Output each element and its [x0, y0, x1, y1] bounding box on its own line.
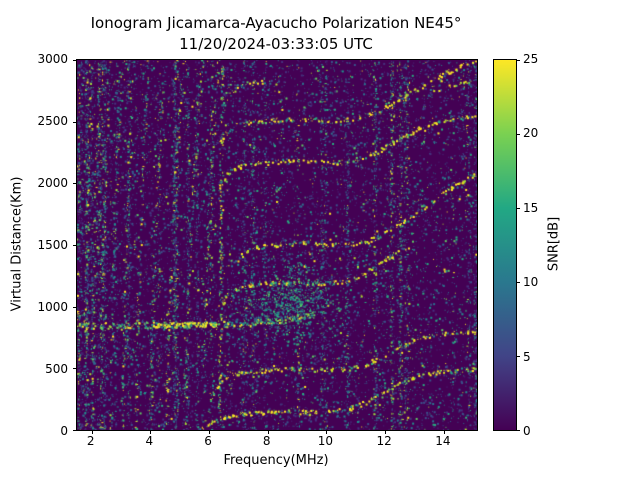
x-tick-label: 14 — [435, 434, 451, 448]
x-tick-label: 10 — [317, 434, 334, 448]
y-tick-label: 1500 — [37, 238, 68, 252]
colorbar-tick-mark — [516, 430, 520, 431]
y-tick-mark — [73, 121, 77, 123]
colorbar-tick-mark — [516, 60, 520, 61]
x-tick-label: 6 — [204, 434, 212, 448]
x-tick-label: 12 — [376, 434, 392, 448]
y-tick-label: 500 — [45, 361, 68, 376]
colorbar-tick-label: 10 — [523, 275, 539, 290]
x-tick-mark — [385, 430, 387, 434]
y-tick-mark — [73, 183, 77, 185]
x-tick-mark — [209, 430, 211, 434]
colorbar-tick-mark — [516, 208, 520, 209]
colorbar-tick-label: 20 — [523, 126, 539, 141]
y-tick-label: 1000 — [37, 300, 68, 314]
colorbar-tick-label: 5 — [523, 349, 531, 364]
y-tick-label: 0 — [60, 424, 68, 438]
colorbar-label: SNR[dB] — [546, 216, 562, 272]
y-tick-mark — [73, 60, 77, 61]
colorbar-tick-mark — [516, 282, 520, 283]
chart-title: Ionogram Jicamarca-Ayacucho Polarization… — [90, 14, 462, 32]
colorbar-tick-label: 0 — [523, 424, 531, 438]
colorbar-tick-label: 25 — [523, 52, 539, 66]
y-tick-label: 2000 — [37, 175, 68, 190]
y-tick-mark — [73, 245, 77, 246]
x-tick-mark — [267, 430, 269, 434]
x-tick-mark — [150, 430, 152, 434]
y-tick-mark — [73, 368, 77, 370]
ionogram-canvas — [77, 60, 477, 430]
x-axis-label: Frequency(MHz) — [223, 453, 329, 468]
x-tick-label: 2 — [86, 434, 95, 448]
x-tick-label: 8 — [262, 434, 271, 448]
colorbar — [493, 59, 520, 431]
title-block: Ionogram Jicamarca-Ayacucho Polarization… — [76, 13, 476, 55]
chart-subtitle: 11/20/2024-03:33:05 UTC — [179, 35, 373, 53]
colorbar-tick-mark — [516, 356, 520, 357]
colorbar-gradient — [494, 60, 516, 430]
y-tick-mark — [73, 430, 77, 431]
colorbar-tick-mark — [516, 134, 520, 135]
plot-area — [73, 59, 478, 434]
y-tick-mark — [73, 306, 77, 308]
y-tick-labels: 3000 2500 2000 1500 1000 500 0 — [0, 52, 70, 438]
x-tick-mark — [326, 430, 328, 434]
x-tick-mark — [443, 430, 445, 434]
x-tick-labels: 2 4 6 8 10 12 14 — [76, 434, 476, 450]
colorbar-tick-labels: 25 20 15 10 5 0 — [523, 52, 557, 438]
x-tick-mark — [91, 430, 93, 434]
y-tick-label: 2500 — [37, 114, 68, 128]
y-tick-label: 3000 — [37, 52, 68, 66]
x-tick-label: 4 — [145, 434, 154, 448]
colorbar-tick-label: 15 — [523, 200, 539, 215]
